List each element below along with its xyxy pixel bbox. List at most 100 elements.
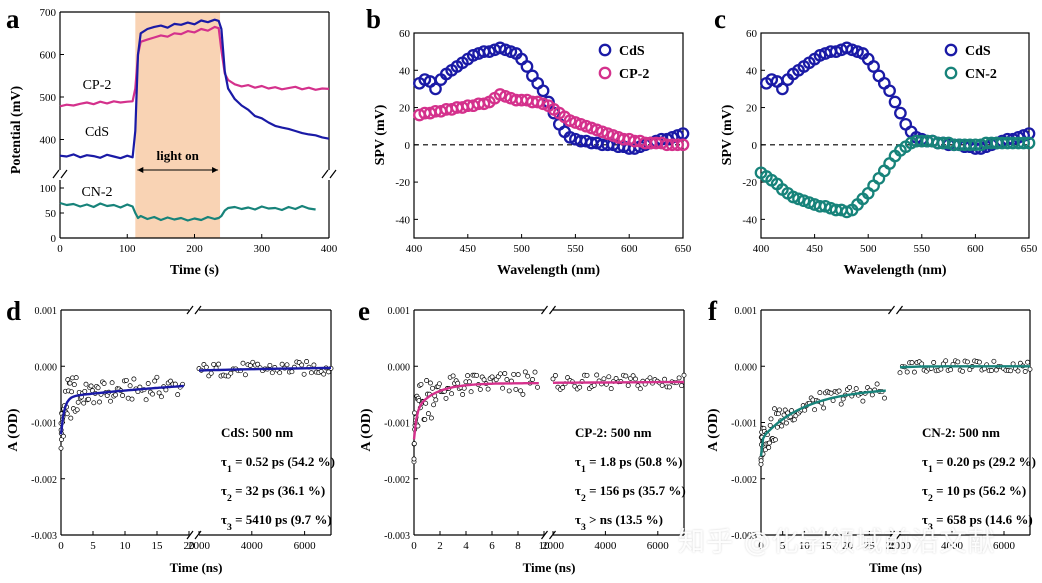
data-point (145, 381, 151, 386)
data-point (427, 380, 433, 386)
data-point (95, 385, 101, 391)
data-point (525, 373, 531, 379)
axes-frame (760, 309, 1031, 536)
fit-line-right (198, 366, 332, 372)
y-tick-label: 100 (40, 183, 57, 195)
y-axis-title: Potential (mV) (9, 86, 24, 175)
data-point (991, 358, 997, 364)
data-point-cp-2 (531, 95, 545, 109)
data-point (154, 374, 160, 380)
data-point (681, 372, 687, 378)
annotation-title: CN-2: 500 nm (922, 425, 1000, 440)
data-point (577, 384, 583, 390)
y-axis-title: A (OD) (706, 408, 721, 452)
fit-line-right (552, 380, 684, 384)
data-point-cds (563, 131, 577, 144)
data-point (993, 367, 999, 373)
data-point (123, 377, 129, 383)
panel-label: a (6, 4, 20, 34)
data-point (623, 373, 629, 379)
data-point (411, 441, 417, 447)
y-tick-label: 600 (40, 50, 57, 62)
data-point (69, 389, 75, 395)
data-point (497, 371, 503, 377)
data-point (255, 361, 261, 367)
data-point (662, 376, 668, 382)
data-point (143, 397, 149, 403)
x-tick-label: 550 (914, 243, 931, 255)
y-tick-label: 40 (399, 65, 411, 77)
data-point (240, 360, 246, 366)
axes-frame (413, 309, 685, 536)
data-point (485, 386, 491, 392)
data-point (430, 385, 435, 391)
data-point (608, 386, 614, 392)
x-tick-label: 4000 (241, 540, 264, 552)
x-tick-label: 30 (886, 540, 898, 552)
axis-break-right (321, 169, 337, 179)
data-point (774, 424, 780, 430)
data-point (515, 372, 521, 378)
y-tick-label: -0.003 (731, 531, 757, 542)
data-point-cp-2 (671, 138, 684, 152)
data-point (304, 359, 310, 364)
data-point (242, 372, 248, 378)
data-point (277, 370, 283, 376)
y-tick-label: -0.002 (31, 475, 57, 486)
data-point (216, 361, 222, 367)
data-point (520, 391, 526, 397)
x-tick-label: 6 (489, 540, 495, 552)
data-point (91, 400, 97, 406)
data-point-cds (776, 82, 789, 96)
data-point-cp-2 (595, 125, 609, 139)
data-point (82, 388, 88, 394)
data-point-cds (829, 45, 843, 58)
data-point (156, 390, 162, 396)
data-point-cds (867, 60, 880, 73)
data-point (758, 458, 764, 464)
data-point (58, 445, 64, 451)
data-point (455, 380, 461, 386)
legend-marker-cp-2 (598, 66, 612, 80)
data-point-cds (883, 84, 896, 98)
y-tick-label: -0.001 (384, 419, 410, 430)
data-point (530, 377, 535, 382)
data-point (637, 386, 643, 392)
x-tick-label: 5 (90, 540, 96, 552)
data-point (203, 364, 209, 370)
data-point (1015, 368, 1021, 374)
data-point (489, 374, 495, 380)
data-point (326, 369, 332, 375)
data-point (676, 375, 682, 381)
data-point (812, 407, 818, 413)
x-tick-label: 0 (411, 540, 417, 552)
data-point-cds (888, 95, 902, 109)
data-point (948, 367, 954, 373)
data-point (468, 389, 474, 395)
series-label-cds: CdS (85, 125, 109, 140)
data-point-cp-2 (477, 97, 491, 111)
x-tick-label: 650 (675, 243, 692, 255)
y-tick-label: 0.000 (388, 362, 411, 373)
data-point (97, 399, 102, 405)
axis-break-top (541, 305, 556, 315)
data-point (175, 392, 181, 398)
legend-marker-cn-2 (944, 66, 958, 80)
data-point (666, 384, 672, 390)
annotation-tau: τ2 = 32 ps (36.1 %) (221, 483, 325, 504)
data-point-cds (482, 45, 496, 58)
data-point-cp-2 (676, 138, 690, 152)
y-tick-label: -0.003 (384, 531, 410, 542)
data-point (766, 440, 772, 446)
y-axis-title: SPV (mV) (373, 104, 388, 165)
x-tick-label: 6000 (294, 540, 317, 552)
data-point (465, 373, 471, 379)
data-point (109, 380, 115, 386)
data-point (431, 402, 437, 408)
x-tick-label: 500 (860, 243, 877, 255)
series-label-cp2: CP-2 (83, 78, 112, 93)
x-tick-label: 25 (864, 540, 876, 552)
data-point (964, 359, 970, 365)
y-tick-label: 20 (746, 103, 758, 115)
